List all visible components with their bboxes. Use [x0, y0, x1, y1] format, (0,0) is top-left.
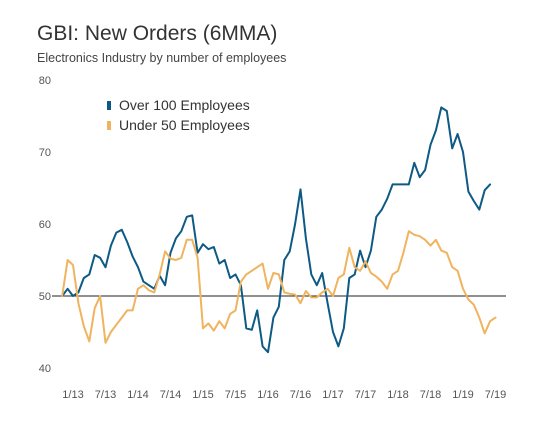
- y-tick-label: 40: [39, 363, 51, 375]
- x-tick-label: 1/19: [452, 389, 473, 401]
- y-tick-label: 50: [39, 291, 51, 303]
- x-tick-label: 7/13: [95, 389, 116, 401]
- x-tick-label: 7/14: [160, 389, 181, 401]
- x-tick-label: 1/13: [62, 389, 83, 401]
- chart-subtitle: Electronics Industry by number of employ…: [37, 51, 287, 65]
- legend-swatch: [107, 101, 111, 110]
- x-tick-label: 7/15: [225, 389, 246, 401]
- x-tick-label: 1/14: [127, 389, 148, 401]
- legend-swatch: [107, 121, 111, 130]
- legend-label: Under 50 Employees: [119, 117, 250, 133]
- x-tick-label: 1/17: [322, 389, 343, 401]
- chart-title: GBI: New Orders (6MMA): [37, 22, 278, 45]
- x-tick-label: 7/17: [355, 389, 376, 401]
- x-tick-label: 7/19: [485, 389, 506, 401]
- x-tick-label: 7/18: [420, 389, 441, 401]
- y-tick-label: 80: [39, 75, 51, 87]
- legend-label: Over 100 Employees: [119, 97, 250, 113]
- x-tick-label: 1/15: [192, 389, 213, 401]
- x-tick-label: 7/16: [290, 389, 311, 401]
- y-tick-label: 60: [39, 219, 51, 231]
- series-line-over-100: [61, 106, 492, 354]
- x-tick-label: 1/18: [387, 389, 408, 401]
- x-tick-label: 1/16: [257, 389, 278, 401]
- y-tick-label: 70: [39, 147, 51, 159]
- series-line-under-50: [61, 230, 497, 344]
